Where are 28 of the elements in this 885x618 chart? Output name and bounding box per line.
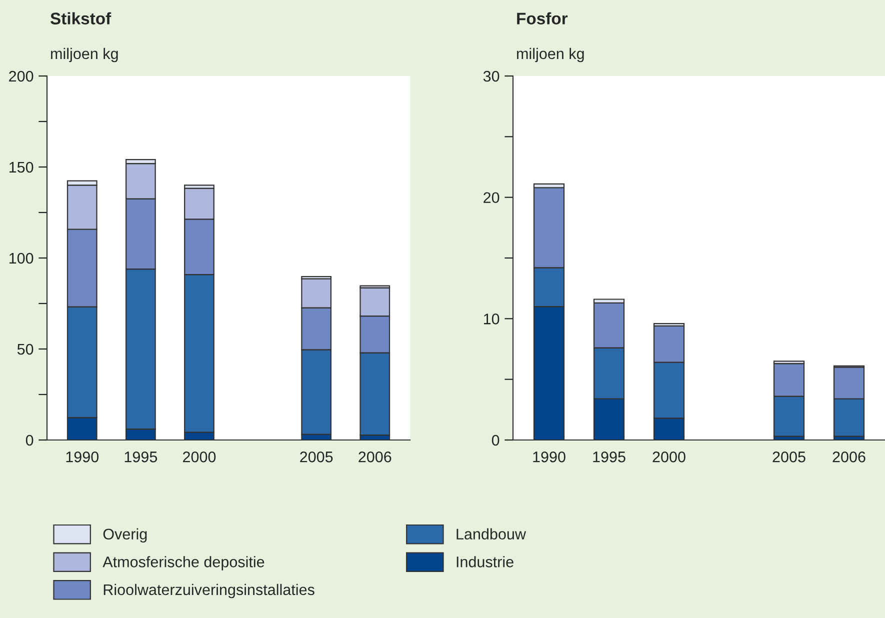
x-tick-label: 2006	[832, 452, 866, 462]
legend-label: Overig	[103, 528, 147, 543]
y-tick-label: 150	[9, 162, 34, 173]
x-tick-label: 1990	[66, 452, 99, 462]
legend-label: Landbouw	[456, 528, 526, 540]
x-tick-label: 2005	[772, 452, 806, 462]
y-tick-label: 0	[26, 434, 34, 446]
x-tick-label: 2000	[652, 452, 686, 462]
y-axis-title: miljoen kg	[517, 48, 584, 62]
y-tick-label: 200	[9, 70, 34, 82]
y-tick-label: 0	[492, 434, 500, 446]
x-tick-label: 2005	[300, 452, 333, 462]
legend-label: Rioolwaterzuiveringsinstallaties	[104, 584, 314, 598]
x-tick-label: 1990	[533, 452, 566, 462]
y-tick-label: 50	[17, 344, 34, 355]
x-tick-label: 2000	[183, 452, 216, 462]
legend-label: Atmosferische depositie	[102, 556, 264, 570]
y-tick-label: 30	[483, 70, 500, 82]
chart-title: Fosfor	[517, 12, 568, 24]
x-tick-label: 2006	[358, 452, 392, 462]
y-tick-label: 20	[484, 192, 500, 204]
y-tick-label: 10	[484, 314, 500, 324]
x-tick-label: 1995	[124, 452, 158, 462]
y-axis-title: miljoen kg	[51, 48, 118, 62]
chart-title: Stikstof	[50, 12, 112, 24]
x-tick-label: 1995	[593, 452, 626, 462]
y-tick-label: 100	[9, 252, 34, 264]
legend-label: Industrie	[456, 556, 514, 568]
